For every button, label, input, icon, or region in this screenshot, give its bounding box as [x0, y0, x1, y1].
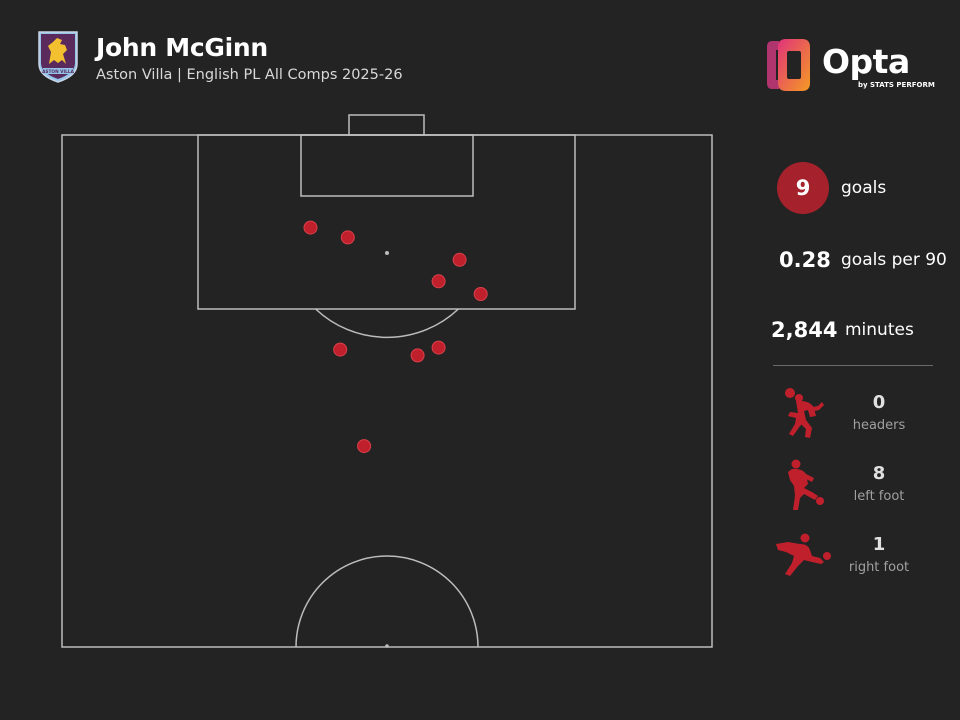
left-foot-value: 8 [872, 463, 886, 484]
goal-marker-4 [431, 274, 446, 289]
goal-marker-5 [473, 287, 488, 301]
goal-marker-1 [303, 220, 318, 235]
opta-tagline: by STATS PERFORM [858, 81, 935, 89]
pitch-outline [61, 134, 713, 648]
minutes-value: 2,844 [771, 318, 838, 342]
goal-marker-9 [357, 439, 372, 454]
svg-text:ASTON VILLA: ASTON VILLA [42, 69, 74, 75]
goal-marker-2 [340, 230, 355, 245]
left-foot-player-icon [788, 459, 824, 510]
goal-markers-group [303, 220, 488, 454]
opta-wordmark: Opta [822, 42, 910, 81]
goals-label: goals [841, 178, 887, 198]
goal-marker-3 [452, 252, 467, 267]
goal-marker-8 [431, 340, 446, 355]
headers-label: headers [852, 418, 906, 433]
stats-divider [773, 365, 933, 366]
right-foot-value: 1 [872, 534, 886, 555]
opta-mark-icon [767, 39, 810, 91]
left-foot-label: left foot [853, 489, 905, 504]
opta-logo: Opta by STATS PERFORM [766, 37, 936, 93]
goals-per-90-label: goals per 90 [841, 250, 947, 270]
headers-value: 0 [872, 392, 886, 413]
goal-marker-6 [333, 342, 348, 357]
penalty-arc [315, 308, 459, 339]
aston-villa-crest-icon: ASTON VILLA [38, 31, 78, 83]
six-yard-box [300, 134, 474, 197]
goals-per-90-value: 0.28 [779, 248, 831, 272]
goal-frame [348, 114, 425, 136]
goal-marker-7 [410, 348, 425, 363]
right-foot-player-icon [776, 533, 831, 576]
right-foot-label: right foot [848, 560, 910, 575]
center-spot [385, 644, 389, 648]
center-circle-arc [295, 555, 479, 648]
player-name-title: John McGinn [96, 33, 268, 62]
goals-count-badge: 9 [777, 162, 829, 214]
penalty-area [197, 134, 576, 310]
header-player-icon [785, 388, 824, 438]
minutes-label: minutes [845, 320, 914, 340]
team-competition-subtitle: Aston Villa | English PL All Comps 2025-… [96, 67, 403, 83]
penalty-spot [385, 251, 389, 255]
